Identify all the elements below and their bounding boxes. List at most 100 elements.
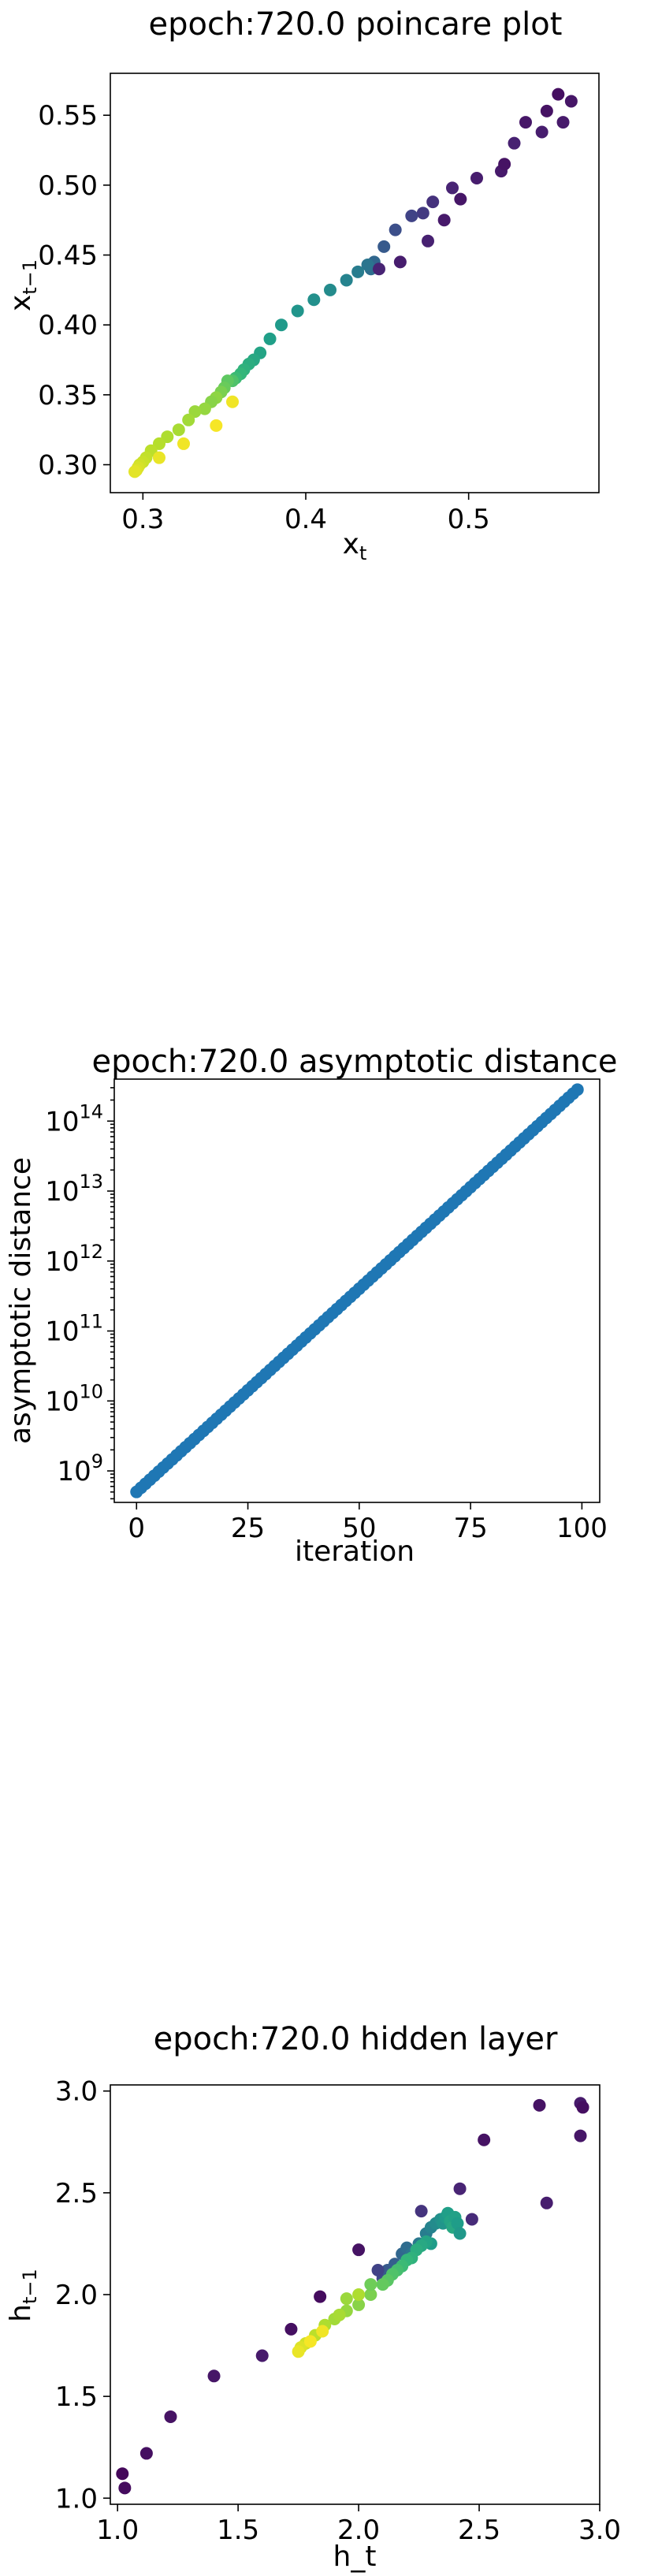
data-point <box>540 104 553 117</box>
data-point <box>210 419 223 432</box>
data-point <box>284 2322 298 2336</box>
x-tick-label: 25 <box>231 1513 265 1544</box>
y-tick-label: 1013 <box>45 1171 103 1208</box>
data-point <box>139 2447 153 2460</box>
hidden-layer-chart: epoch:720.0 hidden layer 1.0 1.5 2.0 2.5 3.0… <box>5 2021 621 2573</box>
data-point <box>453 2227 467 2240</box>
y-tick-label: 2.0 <box>55 2280 98 2311</box>
data-point <box>352 2288 366 2301</box>
y-tick-label: 0.50 <box>38 170 98 202</box>
y-axis: 1.0 1.5 2.0 2.5 3.0 <box>55 2076 110 2515</box>
x-tick-label: 2.5 <box>458 2515 500 2546</box>
y-axis: 0.30 0.35 0.40 0.45 0.50 0.55 <box>38 100 110 482</box>
data-point <box>498 158 511 171</box>
data-point <box>454 192 467 206</box>
data-point <box>371 2264 385 2277</box>
y-tick-label: 1.5 <box>55 2381 98 2413</box>
data-point <box>303 2335 317 2348</box>
data-point <box>377 240 391 253</box>
x-tick-label: 1.0 <box>96 2515 139 2546</box>
data-point <box>426 195 440 209</box>
data-point <box>340 2292 353 2306</box>
data-point <box>453 2182 467 2195</box>
data-point <box>255 2349 269 2362</box>
y-tick-label: 1011 <box>45 1311 103 1348</box>
data-point <box>376 2278 389 2291</box>
y-axis: 109 1010 1011 1012 1013 1014 <box>45 1087 114 1500</box>
y-tick-label: 0.45 <box>38 240 98 272</box>
plot-area-frame <box>110 73 600 493</box>
data-point <box>576 2101 589 2114</box>
y-tick-label: 0.55 <box>38 100 98 132</box>
data-point <box>416 207 429 220</box>
y-tick-label: 1010 <box>45 1380 103 1417</box>
data-point <box>164 2410 177 2423</box>
chart-title: epoch:720.0 hidden layer <box>154 2021 558 2057</box>
data-point <box>292 2345 305 2358</box>
x-axis-label: h_t <box>333 2541 377 2573</box>
y-tick-label: 3.0 <box>55 2076 98 2108</box>
data-point <box>116 2467 129 2481</box>
data-point <box>508 136 521 150</box>
y-tick-label: 1014 <box>45 1100 103 1137</box>
data-point <box>446 181 459 195</box>
y-tick-label: 0.35 <box>38 380 98 411</box>
y-tick-label: 1012 <box>45 1241 103 1278</box>
data-point <box>226 395 239 408</box>
data-point <box>316 2325 329 2338</box>
x-axis: 0 25 50 75 100 <box>128 1502 608 1544</box>
data-point <box>552 87 565 101</box>
data-point <box>556 116 570 129</box>
scatter-series <box>130 1083 584 1498</box>
scatter-series <box>128 87 578 478</box>
data-point <box>470 172 483 184</box>
data-point <box>533 2098 546 2112</box>
data-point <box>198 402 211 415</box>
data-point <box>314 2290 327 2303</box>
data-point <box>405 209 418 222</box>
y-axis-label: ht−1 <box>5 2269 41 2322</box>
asymptotic-distance-chart: epoch:720.0 asymptotic distance 0 25 50 75 1… <box>5 1044 618 1568</box>
x-tick-label: 3.0 <box>578 2515 621 2546</box>
data-point <box>574 2129 587 2142</box>
data-point <box>361 258 374 271</box>
data-point <box>351 265 365 278</box>
data-point <box>153 451 165 464</box>
y-tick-label: 0.40 <box>38 310 98 341</box>
y-tick-label: 1.0 <box>55 2483 98 2515</box>
y-axis-label: xt−1 <box>5 259 41 311</box>
data-point <box>364 2278 377 2291</box>
data-point <box>118 2481 132 2495</box>
data-point <box>207 2369 221 2383</box>
data-point <box>540 2196 553 2209</box>
data-point <box>324 283 337 296</box>
y-axis-label: asymptotic distance <box>5 1157 37 1444</box>
x-tick-label: 100 <box>556 1513 608 1544</box>
data-point <box>437 214 451 227</box>
scatter-series <box>116 2097 589 2495</box>
poincare-plot-chart: epoch:720.0 poincare plot 0.3 0.4 0.5 0.30… <box>5 6 600 564</box>
data-point <box>465 2213 478 2226</box>
data-point <box>571 1083 584 1096</box>
y-tick-label: 0.30 <box>38 450 98 482</box>
x-tick-label: 0.3 <box>121 504 164 535</box>
x-tick-label: 0.5 <box>448 504 490 535</box>
x-axis: 0.3 0.4 0.5 <box>121 493 490 535</box>
data-point <box>263 332 277 345</box>
data-point <box>451 2217 464 2230</box>
y-tick-label: 2.5 <box>55 2178 98 2209</box>
x-tick-label: 2.0 <box>337 2515 380 2546</box>
data-point <box>478 2133 491 2146</box>
data-point <box>535 125 548 139</box>
data-point <box>393 255 407 269</box>
data-point <box>128 465 141 478</box>
data-point <box>422 234 434 248</box>
x-tick-label: 0.4 <box>284 504 327 535</box>
x-tick-label: 0 <box>128 1513 145 1544</box>
data-point <box>352 2298 366 2311</box>
data-point <box>364 2288 377 2301</box>
data-point <box>352 2243 366 2257</box>
chart-title: epoch:720.0 asymptotic distance <box>91 1044 617 1080</box>
data-point <box>415 2205 428 2218</box>
